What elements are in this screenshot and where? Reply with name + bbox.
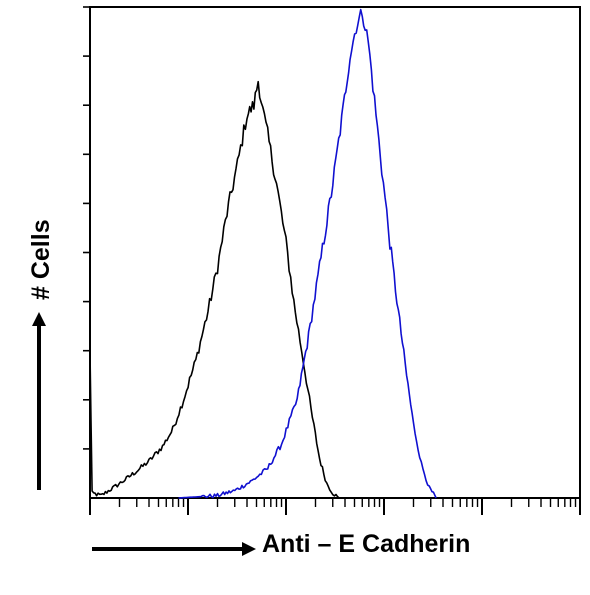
series-line-1	[89, 80, 340, 499]
y-axis-arrowhead	[32, 312, 46, 326]
x-axis-arrowhead	[242, 542, 256, 556]
series-line-2	[178, 8, 437, 499]
axis-ticks	[83, 6, 581, 515]
plot-series	[89, 8, 437, 499]
plot-frame	[89, 6, 581, 499]
axis-arrows	[32, 312, 256, 556]
y-axis-label: # Cells	[27, 219, 55, 300]
x-axis-label: Anti – E Cadherin	[262, 530, 471, 558]
